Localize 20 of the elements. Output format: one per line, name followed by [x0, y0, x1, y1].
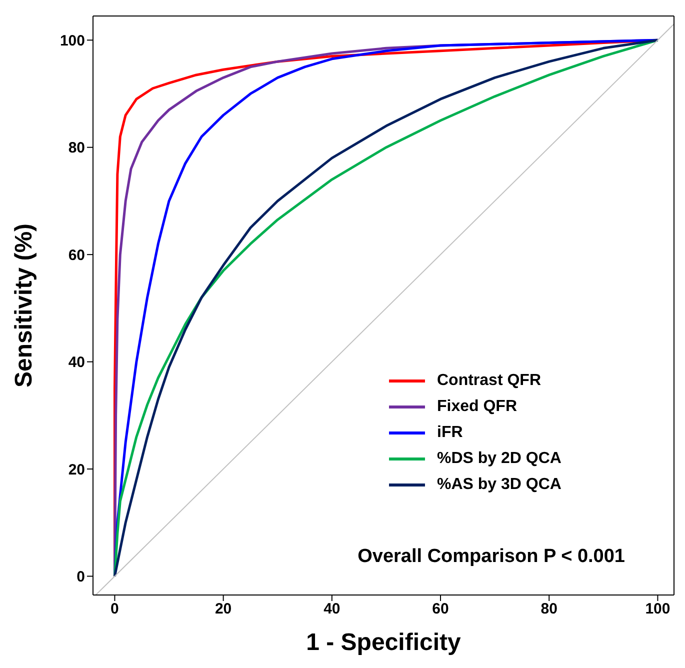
legend-label: Fixed QFR [437, 398, 518, 416]
legend-label: Contrast QFR [437, 372, 541, 390]
legend-label: iFR [437, 424, 463, 442]
legend-label: %AS by 3D QCA [437, 476, 562, 494]
x-tick-label: 60 [432, 600, 449, 618]
annotation: Overall Comparison P < 0.001 [358, 546, 625, 568]
y-tick-label: 20 [68, 461, 85, 478]
y-axis-title: Sensitivity (%) [10, 223, 38, 388]
x-tick-label: 80 [540, 600, 558, 618]
y-tick-label: 0 [76, 568, 85, 586]
y-tick-label: 80 [68, 140, 85, 157]
x-axis-title: 1 - Specificity [306, 629, 462, 656]
x-tick-label: 0 [110, 600, 119, 618]
y-tick-label: 60 [68, 246, 85, 264]
y-tick-label: 40 [68, 354, 85, 372]
y-tick-label: 100 [60, 32, 85, 50]
x-tick-label: 20 [214, 600, 232, 618]
legend-label: %DS by 2D QCA [437, 450, 562, 468]
x-tick-label: 40 [324, 600, 340, 618]
x-tick-label: 100 [645, 600, 670, 618]
